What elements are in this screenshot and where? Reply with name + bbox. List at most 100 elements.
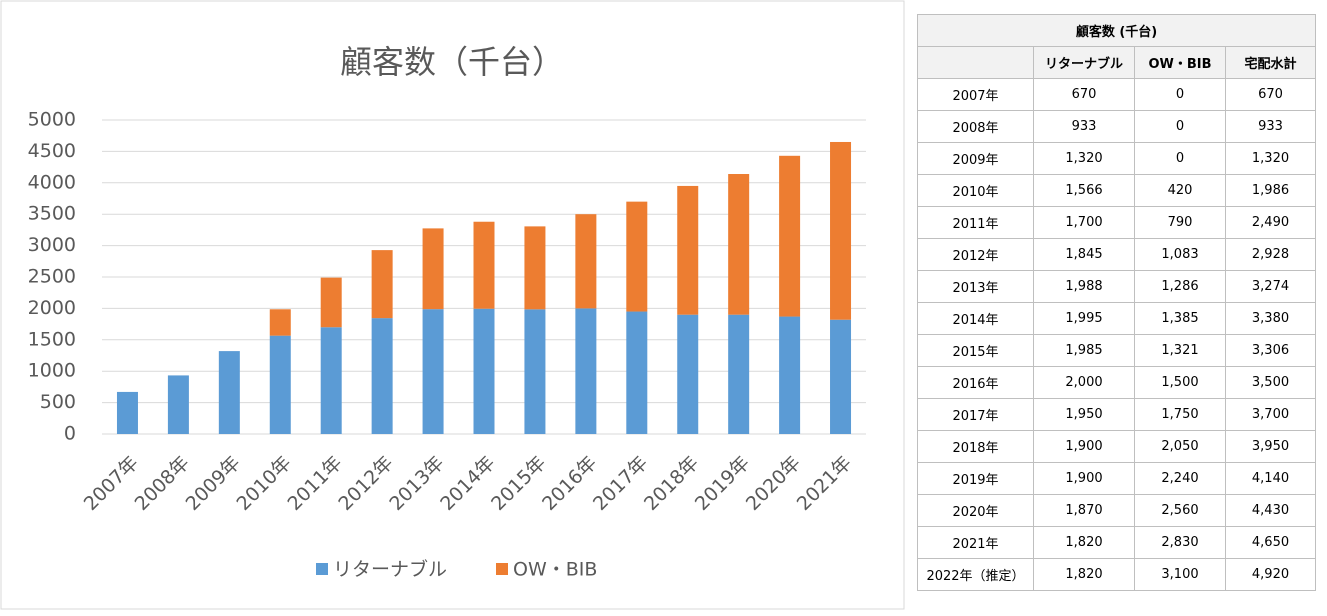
row-label: 2020年 — [917, 494, 1034, 527]
bar-segment — [269, 335, 291, 434]
legend-swatch — [316, 563, 328, 575]
data-table: 顧客数 (千台) リターナブル OW・BIB 宅配水計 2007年 670 0 670 20… — [916, 14, 1317, 591]
table-cell: 1,385 — [1134, 302, 1226, 335]
table-cell: 933 — [1224, 110, 1317, 143]
table-cell: 1,985 — [1033, 334, 1135, 367]
row-label: 2021年 — [917, 526, 1034, 559]
table-cell: 1,900 — [1033, 430, 1135, 463]
bar-segment — [473, 308, 495, 434]
bar-segment — [524, 309, 546, 434]
bar-segment — [422, 309, 444, 434]
table-cell: 3,100 — [1134, 558, 1226, 591]
table-cell: 4,140 — [1224, 462, 1317, 495]
y-tick-label: 3000 — [28, 234, 76, 256]
y-tick-label: 500 — [40, 391, 76, 413]
table-cell: 1,083 — [1134, 238, 1226, 271]
row-label: 2015年 — [917, 334, 1034, 367]
table-cell: 1,988 — [1033, 270, 1135, 303]
table-cell: 1,320 — [1033, 142, 1135, 175]
bar-segment — [575, 214, 597, 309]
row-label: 2017年 — [917, 398, 1034, 431]
table-cell: 670 — [1224, 78, 1317, 111]
bar-segment — [320, 327, 342, 434]
column-header: OW・BIB — [1134, 46, 1226, 79]
table-cell: 2,928 — [1224, 238, 1317, 271]
bar-segment — [167, 375, 189, 434]
bar-segment — [830, 141, 852, 320]
table-cell: 3,380 — [1224, 302, 1317, 335]
row-label: 2012年 — [917, 238, 1034, 271]
y-tick-label: 0 — [64, 423, 76, 445]
table-cell: 670 — [1033, 78, 1135, 111]
y-tick-label: 2000 — [28, 297, 76, 319]
table-cell: 1,900 — [1033, 462, 1135, 495]
table-row: 2017年 1,950 1,750 3,700 — [917, 398, 1317, 431]
table-cell: 3,950 — [1224, 430, 1317, 463]
table-cell: 1,320 — [1224, 142, 1317, 175]
table-cell: 2,560 — [1134, 494, 1226, 527]
table-row: 2009年 1,320 0 1,320 — [917, 142, 1317, 175]
table-row: 2022年（推定） 1,820 3,100 4,920 — [917, 558, 1317, 591]
table-row: 2010年 1,566 420 1,986 — [917, 174, 1317, 207]
row-label: 2007年 — [917, 78, 1034, 111]
table-cell: 3,700 — [1224, 398, 1317, 431]
legend-label: リターナブル — [333, 558, 447, 581]
y-tick-label: 3500 — [28, 203, 76, 225]
chart: 顧客数（千台） 0 500 1000 1500 2000 2500 3000 3500 4000… — [0, 0, 905, 610]
table-row: 2019年 1,900 2,240 4,140 — [917, 462, 1317, 495]
table-cell: 4,430 — [1224, 494, 1317, 527]
table-cell: 790 — [1134, 206, 1226, 239]
table-row: 2011年 1,700 790 2,490 — [917, 206, 1317, 239]
table-cell: 1,820 — [1033, 558, 1135, 591]
table-row: 2014年 1,995 1,385 3,380 — [917, 302, 1317, 335]
bar-segment — [626, 311, 648, 434]
table-cell: 1,870 — [1033, 494, 1135, 527]
y-tick-label: 5000 — [28, 109, 76, 131]
table-cell: 2,000 — [1033, 366, 1135, 399]
bar-segment — [728, 174, 750, 315]
table-cell: 1,845 — [1033, 238, 1135, 271]
table-row: 2007年 670 0 670 — [917, 78, 1317, 111]
y-tick-label: 4500 — [28, 140, 76, 162]
row-label: 2014年 — [917, 302, 1034, 335]
bar-segment — [779, 316, 801, 434]
bar-segment — [830, 319, 852, 434]
y-tick-label: 2500 — [28, 266, 76, 288]
table-row: 2016年 2,000 1,500 3,500 — [917, 366, 1317, 399]
table-row: 2020年 1,870 2,560 4,430 — [917, 494, 1317, 527]
table-cell: 1,820 — [1033, 526, 1135, 559]
table-row: 2013年 1,988 1,286 3,274 — [917, 270, 1317, 303]
row-label: 2019年 — [917, 462, 1034, 495]
table-cell: 4,650 — [1224, 526, 1317, 559]
table-cell: 933 — [1033, 110, 1135, 143]
corner-cell — [917, 46, 1034, 79]
legend-label: OW・BIB — [513, 559, 597, 581]
bar-segment — [269, 309, 291, 336]
table-row: 2018年 1,900 2,050 3,950 — [917, 430, 1317, 463]
table-cell: 2,830 — [1134, 526, 1226, 559]
bar-segment — [524, 226, 546, 310]
table-cell: 2,490 — [1224, 206, 1317, 239]
table-cell: 2,240 — [1134, 462, 1226, 495]
bar-segment — [371, 318, 393, 434]
row-label: 2013年 — [917, 270, 1034, 303]
y-tick-label: 1000 — [28, 360, 76, 382]
table-cell: 0 — [1134, 110, 1226, 143]
table-row: 2021年 1,820 2,830 4,650 — [917, 526, 1317, 559]
table-cell: 420 — [1134, 174, 1226, 207]
table-cell: 1,750 — [1134, 398, 1226, 431]
bar-segment — [371, 250, 393, 319]
bar-segment — [779, 155, 801, 317]
table-cell: 0 — [1134, 78, 1226, 111]
table-cell: 1,950 — [1033, 398, 1135, 431]
table-title: 顧客数 (千台) — [916, 14, 1317, 47]
column-header: リターナブル — [1033, 46, 1135, 79]
table-cell: 2,050 — [1134, 430, 1226, 463]
column-header: 宅配水計 — [1224, 46, 1317, 79]
table-cell: 3,500 — [1224, 366, 1317, 399]
table-cell: 1,995 — [1033, 302, 1135, 335]
row-label: 2018年 — [917, 430, 1034, 463]
y-tick-label: 4000 — [28, 171, 76, 193]
table-cell: 1,286 — [1134, 270, 1226, 303]
